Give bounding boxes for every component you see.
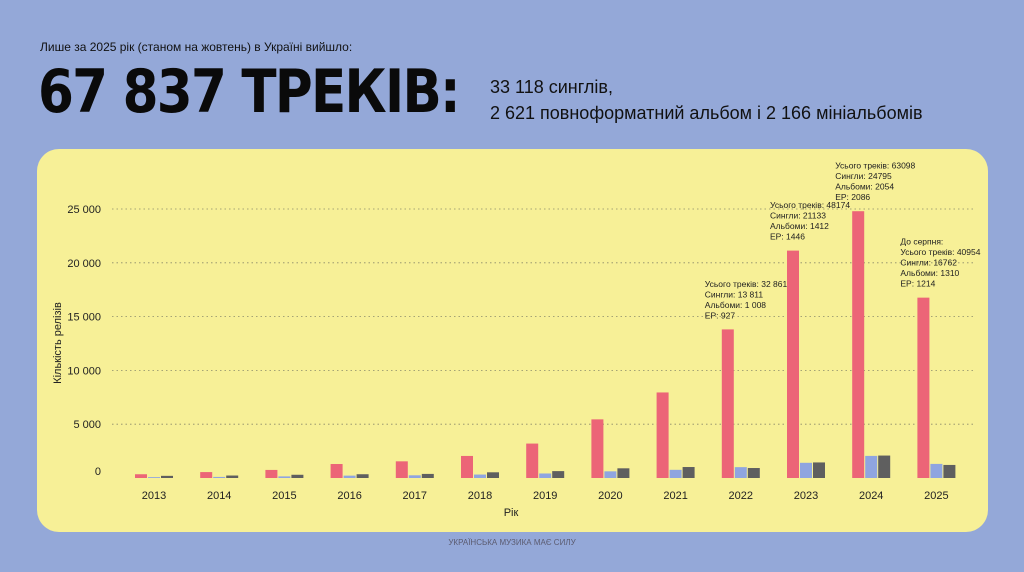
bar: [669, 469, 682, 478]
annotation-line: Альбоми: 1 008: [705, 300, 767, 310]
bar: [917, 297, 930, 478]
bar: [800, 462, 812, 478]
annotation-line: EP: 927: [705, 310, 736, 320]
bar: [487, 472, 499, 478]
annotation-line: Усього треків: 63098: [835, 161, 915, 171]
bar: [591, 419, 604, 478]
bar: [421, 473, 434, 478]
bar: [852, 211, 865, 478]
x-tick-label: 2018: [468, 490, 492, 502]
x-tick-label: 2013: [142, 490, 166, 502]
bar: [943, 464, 956, 478]
annotation-line: EP: 2086: [835, 192, 870, 202]
summary-line-2: 2 621 повноформатний альбом і 2 166 міні…: [490, 103, 923, 123]
y-tick-label: 0: [95, 466, 101, 478]
bar: [656, 392, 669, 478]
annotation-line: Альбоми: 1310: [900, 268, 959, 278]
x-tick-label: 2015: [272, 490, 296, 502]
x-tick-label: 2017: [403, 490, 427, 502]
bar: [552, 471, 565, 478]
x-tick-label: 2021: [663, 490, 687, 502]
bar: [734, 467, 747, 478]
annotation-line: Сингли: 13 811: [705, 289, 764, 299]
bar: [265, 469, 278, 478]
y-tick-label: 10 000: [67, 365, 101, 377]
bar: [343, 475, 356, 478]
bar: [408, 475, 421, 478]
summary: 33 118 синглів, 2 621 повноформатний аль…: [490, 74, 923, 126]
x-tick-label: 2022: [729, 490, 753, 502]
bar: [356, 474, 369, 478]
bar: [526, 443, 539, 478]
x-tick-label: 2014: [207, 490, 231, 502]
annotation-line: Сингли: 16762: [900, 258, 957, 268]
bar: [148, 477, 160, 478]
bar: [604, 471, 617, 478]
summary-line-1: 33 118 синглів,: [490, 77, 613, 97]
bar: [930, 463, 943, 478]
bar: [787, 250, 799, 478]
bar: [721, 329, 734, 478]
x-tick-label: 2020: [598, 490, 622, 502]
bar: [278, 476, 291, 478]
bar: [539, 473, 552, 478]
annotation-line: Усього треків: 48174: [770, 200, 850, 210]
bar: [682, 467, 695, 478]
y-axis-label: Кількість релізів: [52, 302, 64, 384]
x-axis-label: Рік: [504, 507, 519, 519]
bar: [161, 475, 173, 478]
bar: [395, 461, 408, 478]
bar: [226, 475, 239, 478]
x-tick-label: 2023: [794, 490, 818, 502]
annotation-line: EP: 1446: [770, 232, 805, 242]
footer-tagline: УКРАЇНСЬКА МУЗИКА МАЄ СИЛУ: [448, 538, 576, 547]
y-tick-label: 20 000: [67, 258, 101, 270]
y-tick-label: 15 000: [67, 312, 101, 324]
bar: [474, 474, 486, 478]
bar: [200, 472, 213, 478]
bar: [461, 455, 473, 478]
y-tick-label: 25 000: [67, 204, 101, 216]
annotation-line: Альбоми: 1412: [770, 221, 829, 231]
bar: [213, 476, 226, 478]
bar: [330, 464, 343, 478]
bar: [291, 474, 304, 478]
y-tick-label: 5 000: [73, 419, 101, 431]
annotation-line: До серпня:: [900, 237, 943, 247]
chart-panel: [37, 149, 988, 532]
annotation-line: EP: 1214: [900, 279, 935, 289]
big-number-title: 67 837 ТРЕКІВ:: [38, 57, 461, 127]
x-tick-label: 2024: [859, 490, 883, 502]
x-tick-label: 2025: [924, 490, 948, 502]
annotation-line: Усього треків: 32 861: [705, 279, 788, 289]
bar: [878, 455, 891, 478]
bar: [865, 455, 878, 478]
x-tick-label: 2019: [533, 490, 557, 502]
subtitle: Лише за 2025 рік (станом на жовтень) в У…: [40, 40, 353, 54]
annotation-line: Сингли: 24795: [835, 171, 892, 181]
bar: [617, 468, 630, 478]
bar: [135, 474, 147, 478]
bar: [813, 462, 825, 478]
bar: [747, 468, 760, 478]
annotation-line: Сингли: 21133: [770, 211, 826, 221]
x-tick-label: 2016: [337, 490, 361, 502]
annotation-line: Альбоми: 2054: [835, 182, 894, 192]
annotation-line: Усього треків: 40954: [900, 247, 980, 257]
